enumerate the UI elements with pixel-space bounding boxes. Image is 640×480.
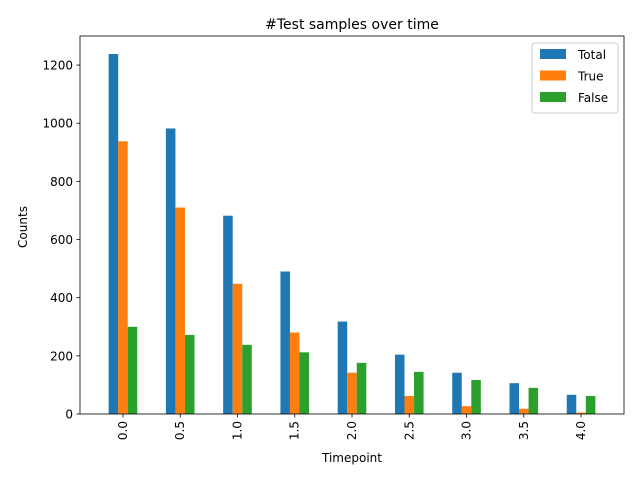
- bar-true-0.0: [118, 141, 128, 414]
- y-tick-label: 1000: [42, 117, 73, 131]
- x-tick-label: 4.0: [574, 421, 588, 440]
- x-tick-label: 3.0: [460, 421, 474, 440]
- x-ticks: 0.0 0.5 1.0 1.5 2.0 2.5 3.0 3.5 4.0: [116, 414, 588, 440]
- x-tick-label: 1.0: [230, 421, 244, 440]
- legend-swatch-false: [540, 92, 566, 102]
- bar-true-2.5: [404, 395, 415, 414]
- bar-false-0.0: [127, 326, 138, 414]
- bar-total-3.5: [509, 383, 520, 414]
- bar-total-3.0: [452, 372, 462, 414]
- bar-total-0.0: [108, 54, 119, 414]
- bar-total-1.0: [223, 215, 233, 414]
- y-tick-label: 200: [50, 349, 73, 363]
- bar-total-1.5: [280, 271, 290, 414]
- x-tick-label: 3.5: [517, 421, 531, 440]
- bar-total-2.0: [337, 321, 348, 414]
- x-axis-label: Timepoint: [321, 451, 382, 465]
- bar-total-4.0: [566, 394, 577, 414]
- bar-false-3.5: [528, 387, 539, 414]
- chart-title: #Test samples over time: [265, 17, 439, 33]
- legend: Total True False: [531, 42, 619, 114]
- bar-false-3.0: [471, 379, 481, 414]
- y-tick-label: 600: [50, 233, 73, 247]
- bar-true-2.0: [347, 372, 357, 414]
- x-tick-label: 0.5: [173, 421, 187, 440]
- y-tick-label: 400: [50, 291, 73, 305]
- legend-label-true: True: [577, 70, 604, 84]
- x-tick-label: 2.0: [345, 421, 359, 440]
- y-tick-label: 1200: [42, 59, 73, 73]
- y-axis-label: Counts: [16, 206, 30, 248]
- bar-true-1.0: [232, 283, 243, 414]
- bar-true-0.5: [175, 207, 185, 414]
- bar-false-1.0: [242, 344, 252, 414]
- x-tick-label: 0.0: [116, 421, 130, 440]
- legend-swatch-true: [540, 70, 566, 81]
- bar-true-4.0: [576, 412, 586, 414]
- bar-false-1.5: [299, 352, 310, 414]
- bar-total-2.5: [394, 354, 405, 414]
- y-ticks: 0 200 400 600 800 1000 1200: [42, 59, 80, 422]
- legend-label-total: Total: [577, 48, 606, 62]
- x-tick-label: 2.5: [402, 421, 416, 440]
- legend-swatch-total: [540, 49, 566, 59]
- bar-true-3.0: [461, 406, 472, 414]
- bar-false-4.0: [585, 395, 596, 414]
- bar-false-0.5: [184, 334, 195, 414]
- y-tick-label: 0: [65, 408, 73, 422]
- bar-false-2.5: [414, 371, 424, 414]
- bars-layer: [108, 54, 596, 414]
- x-tick-label: 1.5: [288, 421, 302, 440]
- legend-label-false: False: [578, 91, 608, 105]
- bar-false-2.0: [356, 362, 367, 414]
- bar-true-1.5: [289, 332, 300, 414]
- y-tick-label: 800: [50, 175, 73, 189]
- bar-true-3.5: [519, 408, 529, 414]
- bar-total-0.5: [165, 128, 176, 414]
